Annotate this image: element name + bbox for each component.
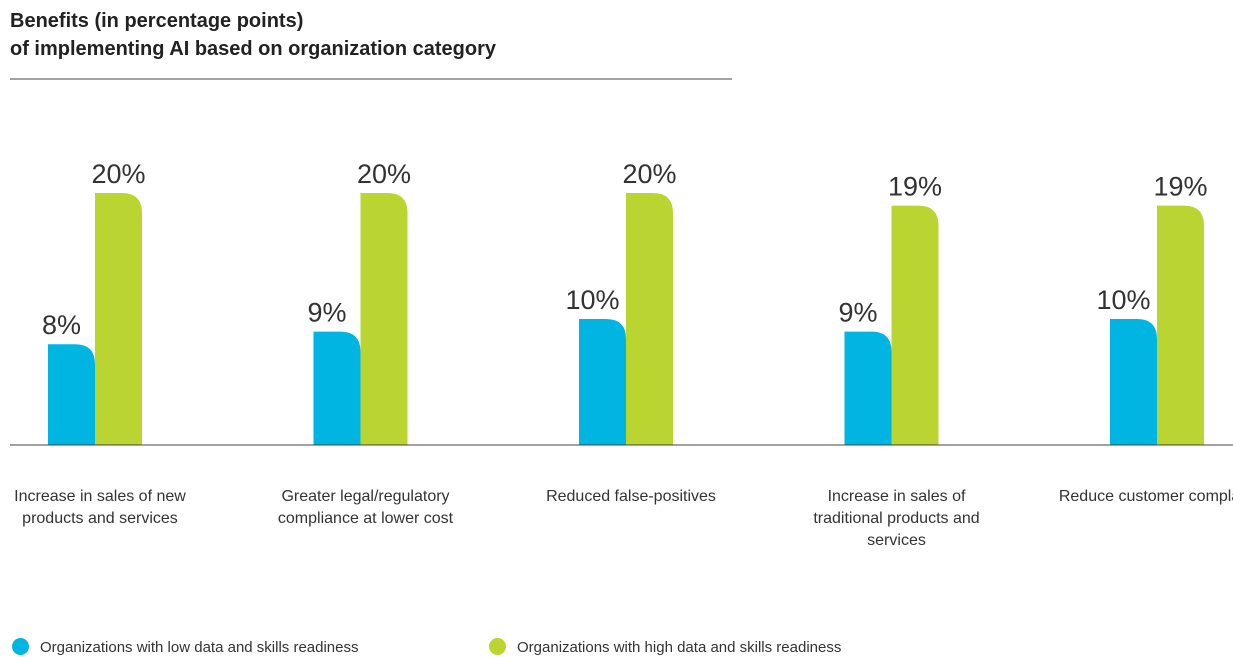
value-label: 10%: [565, 285, 619, 315]
value-label: 8%: [42, 310, 81, 340]
x-tick-label: Reduce customer complaints: [1058, 488, 1233, 505]
bar: [844, 331, 892, 445]
x-tick-label: Greater legal/regulatory compliance at l…: [277, 488, 454, 527]
bar: [1110, 319, 1157, 445]
bar: [1157, 205, 1204, 445]
bar: [95, 193, 142, 445]
value-label: 19%: [1153, 172, 1207, 202]
x-tick-label: Reduced false-positives: [546, 488, 716, 505]
value-label: 9%: [307, 298, 346, 328]
bar: [360, 193, 408, 445]
legend-label: Organizations with low data and skills r…: [40, 639, 359, 656]
value-label: 19%: [888, 172, 942, 202]
x-tick-label: Increase in sales of new products and se…: [14, 488, 186, 527]
bar: [48, 344, 95, 445]
legend-label: Organizations with high data and skills …: [517, 639, 842, 656]
chart-title: Benefits (in percentage points): [10, 10, 304, 32]
bar: [579, 319, 626, 445]
legend-swatch: [489, 638, 506, 655]
value-label: 9%: [838, 298, 877, 328]
bar: [626, 193, 673, 445]
value-label: 10%: [1096, 285, 1150, 315]
legend-swatch: [12, 638, 29, 655]
value-label: 20%: [622, 159, 676, 189]
x-tick-label: Increase in sales of traditional product…: [813, 488, 980, 549]
value-label: 20%: [91, 159, 145, 189]
bar: [313, 331, 361, 445]
bar: [891, 205, 939, 445]
value-label: 20%: [357, 159, 411, 189]
chart-title: of implementing AI based on organization…: [10, 38, 496, 60]
